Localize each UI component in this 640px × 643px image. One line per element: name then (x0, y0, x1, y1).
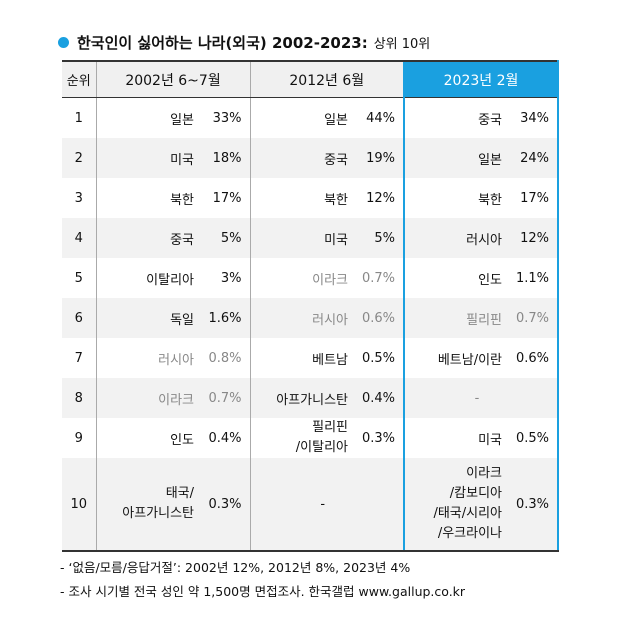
name-2012: 필리핀/이탈리아 (249, 418, 357, 458)
pct-2012: 5% (356, 218, 405, 258)
table-row: 8 이라크 0.7% 아프가니스탄 0.4% - (62, 378, 560, 418)
table-row: 9 인도 0.4% 필리핀/이탈리아 0.3% 미국 0.5% (62, 418, 560, 458)
name-2023: 러시아 (403, 218, 511, 258)
name-2002: 인도 (95, 418, 202, 458)
title-main: 한국인이 싫어하는 나라(외국) 2002-2023: (77, 34, 368, 52)
name-2002: 러시아 (95, 338, 202, 378)
table-row: 3 북한 17% 북한 12% 북한 17% (62, 178, 560, 218)
pct-2023: 34% (510, 97, 560, 138)
pct-2002: 0.7% (202, 378, 251, 418)
header-rank: 순위 (62, 60, 96, 98)
name-2012: 아프가니스탄 (249, 378, 357, 418)
pct-2023: 17% (510, 178, 560, 218)
rank-cell: 9 (74, 430, 83, 446)
pct-2023: 0.3% (510, 458, 560, 552)
name-2012-line2: /이탈리아 (295, 440, 349, 455)
name-2023: 인도 (403, 258, 511, 298)
rank-cell: 8 (62, 378, 96, 418)
pct-2002: 0.8% (208, 350, 242, 366)
pct-2023: 24% (510, 138, 560, 178)
table-row: 1 일본 33% 일본 44% 중국 34% (62, 97, 560, 138)
rank-cell: 6 (62, 298, 96, 338)
pct-2002: 5% (202, 218, 251, 258)
name-2023: 북한 (403, 178, 511, 218)
rank-cell: 10 (62, 458, 96, 552)
name-2012: 베트남 (249, 338, 357, 378)
name-2023-line1: 이라크 (466, 466, 503, 481)
pct-2002: 3% (220, 270, 242, 286)
pct-2012: 19% (356, 138, 405, 178)
pct-2012: 0.4% (356, 378, 405, 418)
header-2012: 2012년 6월 (249, 60, 405, 98)
pct-2002: 18% (202, 138, 251, 178)
name-2023: 이라크/캄보디아/태국/시리아/우크라이나 (403, 458, 511, 552)
name-2012: 이라크 (249, 258, 357, 298)
rank-cell: 5 (74, 270, 83, 286)
name-2002: 중국 (95, 218, 202, 258)
name-2002: 이탈리아 (95, 258, 202, 298)
header-2023: 2023년 2월 (403, 60, 560, 98)
name-2023: 베트남/이란 (403, 338, 511, 378)
name-2002-line2: 아프가니스탄 (122, 506, 194, 521)
pct-2012: 0.6% (356, 298, 405, 338)
rank-cell: 2 (62, 138, 96, 178)
name-2002-line1: 태국/ (165, 486, 194, 501)
rank-cell: 1 (74, 110, 83, 126)
pct-2012: 0.3% (361, 430, 396, 446)
name-2023: 일본 (403, 138, 511, 178)
rank-cell: 7 (74, 350, 83, 366)
name-2023: 필리핀 (403, 298, 511, 338)
pct-2023: 0.7% (510, 298, 560, 338)
name-2023-line2: /캄보디아 (449, 486, 503, 501)
rank-cell: 4 (62, 218, 96, 258)
title-sub: 상위 10위 (373, 37, 431, 52)
name-2012: 러시아 (249, 298, 357, 338)
footnotes: - ‘없음/모름/응답거절’: 2002년 12%, 2012년 8%, 202… (60, 556, 465, 604)
pct-2012: 12% (366, 190, 396, 206)
name-2012: - (249, 458, 405, 552)
pct-2002: 17% (212, 190, 242, 206)
ranking-table: 순위 2002년 6~7월 2012년 6월 2023년 2월 1 일본 33%… (62, 60, 560, 552)
pct-2002: 0.4% (208, 430, 242, 446)
rank-cell: 3 (74, 190, 83, 206)
name-2023-line3: /태국/시리아 (433, 506, 503, 521)
footnote-survey-info: - 조사 시기별 전국 성인 약 1,500명 면접조사. 한국갤럽 www.g… (60, 584, 466, 599)
name-2002: 독일 (95, 298, 202, 338)
table-header-row: 순위 2002년 6~7월 2012년 6월 2023년 2월 (62, 60, 560, 98)
table-row: 10 태국/아프가니스탄 0.3% - 이라크/캄보디아/태국/시리아/우크라이… (62, 458, 560, 552)
name-2023: - (403, 378, 560, 418)
table-row: 7 러시아 0.8% 베트남 0.5% 베트남/이란 0.6% (62, 338, 560, 378)
name-2012: 미국 (249, 218, 357, 258)
table-row: 5 이탈리아 3% 이라크 0.7% 인도 1.1% (62, 258, 560, 298)
footnote-no-answer: - ‘없음/모름/응답거절’: 2002년 12%, 2012년 8%, 202… (60, 560, 411, 575)
pct-2012: 0.7% (361, 270, 396, 286)
name-2023-line4: /우크라이나 (437, 526, 503, 541)
name-2012: 북한 (249, 178, 357, 218)
name-2023: 중국 (403, 97, 511, 138)
table-row: 6 독일 1.6% 러시아 0.6% 필리핀 0.7% (62, 298, 560, 338)
name-2002: 이라크 (95, 378, 202, 418)
pct-2002: 33% (212, 110, 242, 126)
name-2002: 북한 (95, 178, 202, 218)
table-row: 2 미국 18% 중국 19% 일본 24% (62, 138, 560, 178)
pct-2023: 1.1% (510, 258, 560, 298)
pct-2012: 0.5% (361, 350, 396, 366)
table-row: 4 중국 5% 미국 5% 러시아 12% (62, 218, 560, 258)
pct-2023: 0.5% (510, 418, 560, 458)
name-2002: 미국 (95, 138, 202, 178)
name-2023: 미국 (403, 418, 511, 458)
name-2012: 중국 (249, 138, 357, 178)
pct-2023: 12% (510, 218, 560, 258)
name-2012: 일본 (249, 97, 357, 138)
pct-2012: 44% (366, 110, 396, 126)
pct-2002: 0.3% (202, 458, 251, 552)
bullet-dot-icon (58, 37, 69, 48)
name-2002: 태국/아프가니스탄 (95, 458, 202, 552)
page-title: 한국인이 싫어하는 나라(외국) 2002-2023: 상위 10위 (58, 32, 430, 53)
pct-2002: 1.6% (202, 298, 251, 338)
header-2002: 2002년 6~7월 (95, 60, 251, 98)
name-2002: 일본 (95, 97, 202, 138)
pct-2023: 0.6% (510, 338, 560, 378)
name-2012-line1: 필리핀 (312, 420, 349, 435)
